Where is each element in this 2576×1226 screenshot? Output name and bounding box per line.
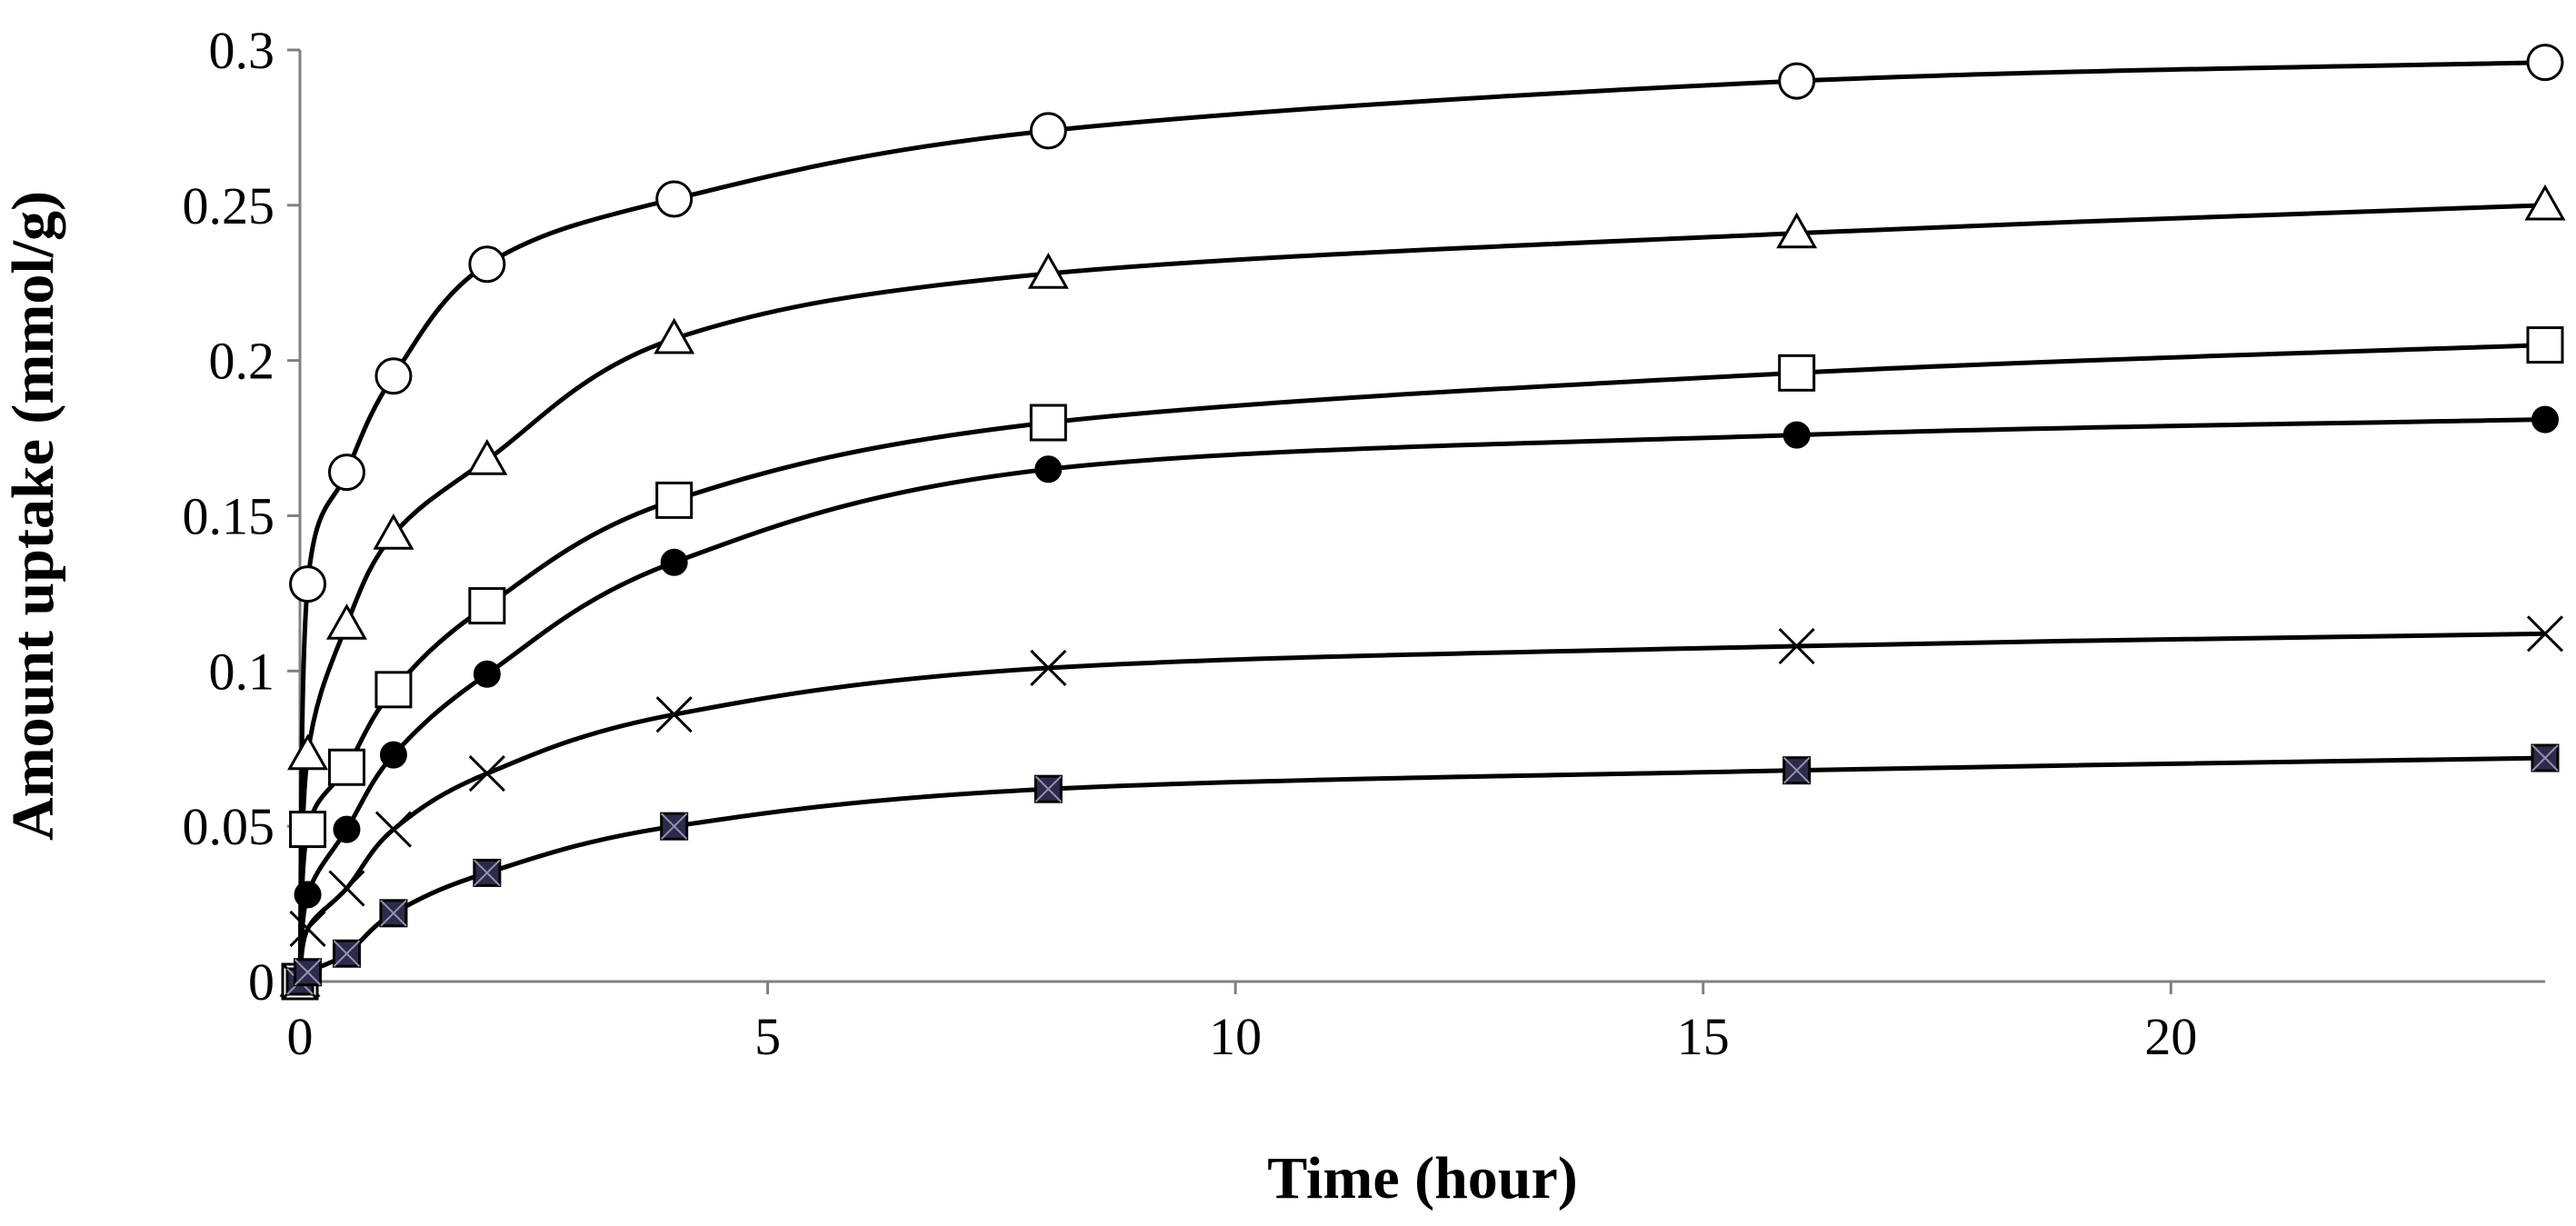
data-point-filled-square-x: [660, 812, 689, 841]
data-point-filled-square-x: [2531, 743, 2560, 772]
data-point-open-triangle: [325, 603, 367, 640]
series-layer: [279, 44, 2566, 1001]
data-point-filled-square-x: [294, 958, 323, 987]
data-point-filled-square-x-stroke: [474, 859, 501, 887]
data-point-open-circle: [289, 565, 327, 603]
series-open-square: [281, 326, 2564, 1001]
data-point-open-triangle: [654, 317, 695, 354]
data-point-open-triangle: [287, 733, 329, 771]
series-line-open-circle: [297, 60, 2548, 984]
data-point-filled-circle: [333, 815, 361, 843]
data-point-filled-square-x-stroke: [294, 959, 322, 986]
series-line-filled-square-x: [297, 755, 2548, 984]
x-tick-label: 10: [1209, 1007, 1262, 1066]
data-point-filled-square-x-stroke: [1034, 775, 1063, 802]
data-point-open-square: [327, 748, 365, 786]
data-point-filled-square-x-stroke: [380, 900, 407, 927]
data-point-open-triangle: [1027, 253, 1069, 289]
data-point-filled-square-x: [1033, 774, 1063, 803]
data-point-open-circle: [1029, 112, 1067, 150]
y-axis-title: Amount uptake (mmol/g): [0, 191, 66, 841]
y-tick-label: 0.05: [183, 797, 275, 856]
data-point-filled-circle: [660, 548, 688, 576]
data-point-cross-stroke: [1778, 627, 1815, 665]
data-point-filled-circle: [2531, 405, 2559, 434]
data-point-cross-stroke: [2526, 615, 2564, 653]
data-point-cross: [1778, 627, 1815, 665]
data-point-filled-square-x: [332, 939, 361, 968]
data-point-open-square: [289, 811, 327, 849]
series-open-circle: [281, 44, 2564, 1001]
data-point-open-triangle: [373, 513, 414, 550]
data-point-filled-square-x: [379, 899, 408, 928]
x-axis-title: Time (hour): [1267, 1145, 1578, 1211]
data-point-open-triangle: [1776, 212, 1818, 249]
data-point-open-circle: [374, 357, 413, 395]
data-point-open-triangle: [2524, 184, 2566, 221]
data-point-cross: [328, 870, 365, 907]
x-tick-label: 5: [754, 1007, 781, 1066]
data-point-filled-square-x: [1782, 756, 1812, 785]
data-point-open-triangle: [466, 439, 508, 475]
data-point-filled-square-x-stroke: [333, 940, 361, 967]
data-point-cross-stroke: [374, 811, 412, 848]
series-line-open-square: [297, 343, 2548, 984]
data-point-open-square: [655, 481, 694, 519]
data-point-filled-square-x-stroke: [1782, 756, 1811, 784]
x-tick-label: 15: [1677, 1007, 1730, 1066]
data-point-open-circle: [327, 454, 365, 492]
y-tick-label: 0.1: [209, 642, 275, 701]
data-point-open-circle: [468, 245, 506, 284]
data-point-filled-circle: [1034, 455, 1063, 483]
series-filled-square-x: [285, 743, 2560, 996]
data-point-cross-stroke: [655, 696, 693, 733]
series-line-open-triangle: [297, 203, 2548, 984]
data-point-filled-circle: [1782, 421, 1811, 449]
data-point-cross: [655, 696, 693, 733]
y-tick-label: 0.3: [209, 21, 275, 80]
data-point-cross-stroke: [328, 870, 365, 907]
data-point-open-circle: [2526, 44, 2564, 82]
x-tick-label: 20: [2144, 1007, 2197, 1066]
x-tick-label: 0: [287, 1007, 314, 1066]
y-tick-label: 0.25: [183, 176, 275, 235]
data-point-filled-square-x: [473, 858, 502, 887]
data-point-cross: [289, 910, 326, 947]
data-point-filled-circle: [379, 741, 407, 769]
data-point-open-square: [468, 587, 506, 625]
data-point-filled-circle: [473, 660, 501, 688]
series-cross: [281, 615, 2564, 1001]
data-point-filled-square-x-stroke: [660, 812, 688, 840]
data-point-open-circle: [1778, 62, 1816, 100]
data-point-open-square: [374, 671, 413, 709]
data-point-cross: [2526, 615, 2564, 653]
data-point-cross: [1030, 649, 1067, 686]
series-line-filled-circle: [297, 417, 2548, 984]
y-tick-label: 0.2: [209, 332, 275, 391]
data-point-open-square: [1029, 404, 1067, 442]
data-point-open-square: [1778, 354, 1816, 392]
y-tick-label: 0.15: [183, 487, 275, 546]
series-filled-circle: [286, 405, 2559, 995]
y-tick-label: 0: [248, 952, 275, 1012]
data-point-cross: [468, 755, 505, 792]
data-point-cross-stroke: [1030, 649, 1067, 686]
data-point-cross-stroke: [468, 755, 505, 792]
data-point-cross-stroke: [289, 910, 326, 947]
data-point-filled-circle: [294, 881, 322, 909]
data-point-cross: [374, 811, 412, 848]
data-point-filled-square-x-stroke: [2531, 744, 2559, 772]
series-line-cross: [297, 631, 2548, 984]
ticks: 0 0.05 0.1 0.15 0.2 0.25 0.3 0 5 10 15 20: [183, 21, 2198, 1066]
data-point-open-square: [2526, 326, 2564, 364]
data-point-open-circle: [655, 180, 694, 218]
series-open-triangle: [279, 184, 2566, 997]
